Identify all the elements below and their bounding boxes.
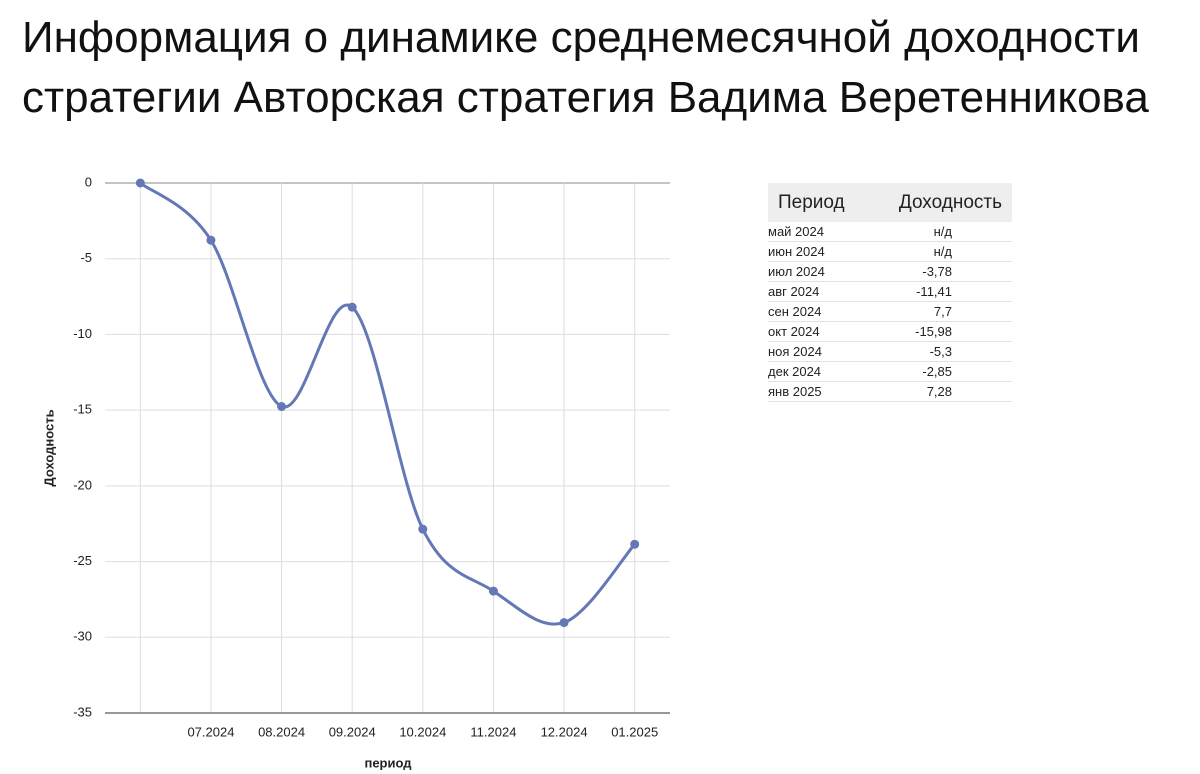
table-row: авг 2024 -11,41	[768, 281, 1012, 302]
chart: Доходность период 0 -5 -10 -15 -20 -25 -30 -35 0…	[41, 174, 670, 770]
table-cell: -11,41	[868, 281, 1012, 302]
table-cell: 7,7	[868, 301, 1012, 322]
x-tick-label: 01.2025	[611, 724, 658, 739]
column-header: Период	[768, 183, 869, 222]
page-title: Информация о динамике среднемесячной дох…	[22, 13, 1149, 122]
point	[347, 302, 357, 312]
table-header: Период Доходность	[768, 183, 1012, 222]
point	[630, 539, 640, 549]
table-cell: авг 2024	[768, 281, 869, 302]
point	[559, 618, 569, 628]
y-tick-label: -5	[80, 250, 92, 265]
point	[206, 235, 216, 245]
x-tick-label: 10.2024	[399, 724, 446, 739]
table-row: ноя 2024 -5,3	[768, 341, 1012, 362]
table-cell: дек 2024	[768, 361, 869, 382]
column-header: Доходность	[868, 183, 1012, 222]
x-tick-label: 07.2024	[187, 724, 234, 739]
y-tick-label: -30	[73, 629, 92, 644]
line	[139, 181, 636, 626]
table-row: сен 2024 7,7	[768, 301, 1012, 322]
point	[277, 402, 287, 412]
table-row: июл 2024 -3,78	[768, 261, 1012, 282]
table-cell: ноя 2024	[768, 341, 869, 362]
table-cell: июл 2024	[768, 261, 869, 282]
table-cell: -5,3	[868, 341, 1012, 362]
y-tick-label: -25	[73, 553, 92, 568]
table-cell: -15,98	[868, 321, 1012, 342]
x-axis-label: период	[364, 755, 412, 770]
table-cell: -2,85	[868, 361, 1012, 382]
table-cell: сен 2024	[768, 301, 869, 322]
x-tick-label: 11.2024	[470, 724, 516, 739]
point	[418, 524, 428, 534]
returns-table: Период Доходность май 2024 н/д июн 2024 н/д ию…	[768, 183, 1012, 402]
table-cell: н/д	[868, 241, 1012, 262]
table-cell: янв 2025	[768, 381, 869, 402]
table-cell: 7,28	[868, 381, 1012, 402]
y-tick-label: -35	[73, 704, 92, 719]
x-tick-label: 09.2024	[329, 724, 376, 739]
y-axis-label: Доходность	[41, 409, 56, 486]
table-cell: май 2024	[768, 222, 869, 242]
table-row: май 2024 н/д	[768, 222, 1012, 242]
y-tick-label: -10	[73, 326, 92, 341]
table-row: окт 2024 -15,98	[768, 321, 1012, 342]
table-cell: н/д	[868, 222, 1012, 242]
y-tick-label: -20	[73, 477, 92, 492]
x-tick-label: 08.2024	[258, 724, 305, 739]
y-tick-label: -15	[73, 402, 92, 417]
table-row: янв 2025 7,28	[768, 381, 1012, 402]
point	[135, 178, 145, 188]
table-cell: окт 2024	[768, 321, 869, 342]
table-cell: -3,78	[868, 261, 1012, 282]
x-tick-label: 12.2024	[541, 724, 588, 739]
table-row: июн 2024 н/д	[768, 241, 1012, 262]
table-row: дек 2024 -2,85	[768, 361, 1012, 382]
point	[488, 586, 498, 596]
table-cell: июн 2024	[768, 241, 869, 262]
y-tick-label: 0	[85, 174, 92, 189]
